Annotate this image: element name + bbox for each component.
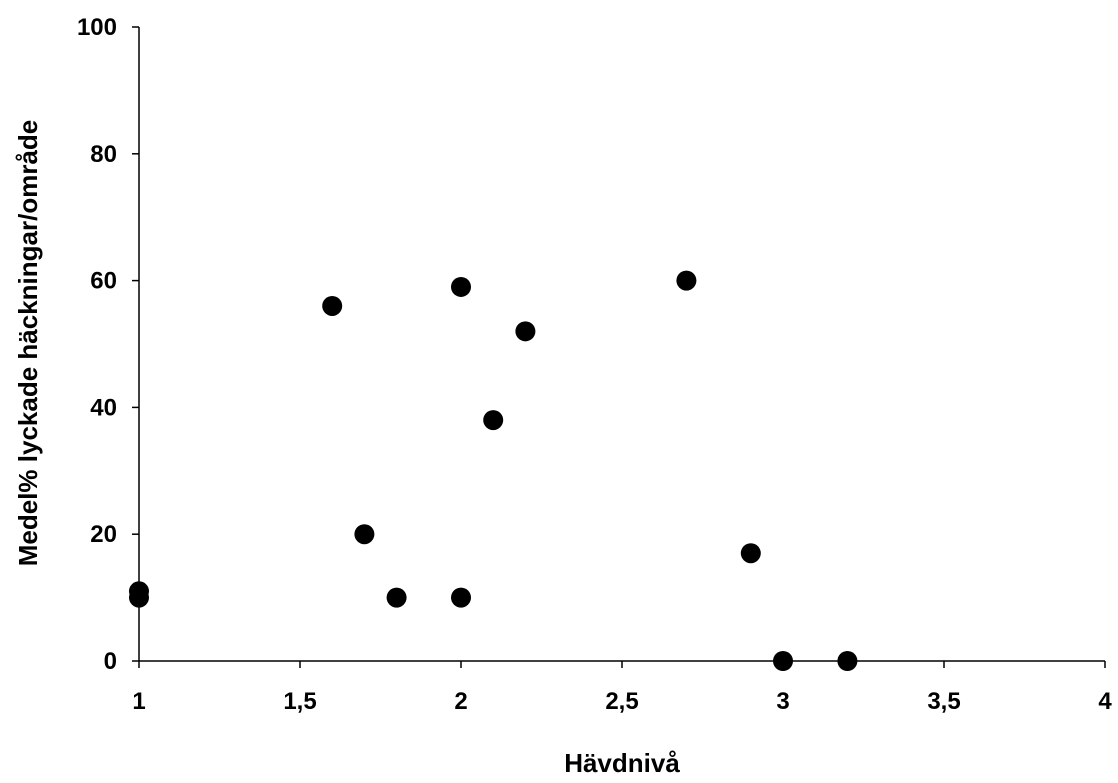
data-point (322, 295, 343, 316)
y-axis-title: Medel% lyckade häckningar/område (13, 120, 43, 567)
y-tick-label: 80 (90, 141, 117, 168)
data-point (451, 587, 471, 608)
x-tick-label: 2,5 (605, 688, 638, 715)
x-axis-title: Hävdnivå (564, 748, 680, 778)
data-point (483, 410, 504, 431)
data-point (837, 651, 858, 671)
axes (138, 27, 1105, 662)
data-point (129, 587, 149, 608)
data-point (773, 651, 793, 671)
y-tick-label: 0 (104, 648, 117, 675)
tick-marks (132, 26, 1106, 668)
x-tick-label: 1 (132, 688, 145, 715)
x-tick-label: 4 (1098, 688, 1112, 715)
data-point (676, 270, 697, 291)
y-tick-label: 40 (90, 394, 117, 421)
data-point (386, 587, 407, 608)
y-tick-label: 60 (90, 268, 117, 295)
x-tick-label: 3,5 (927, 688, 960, 715)
x-tick-label: 2 (454, 688, 467, 715)
data-points (129, 270, 858, 671)
data-point (354, 524, 375, 545)
tick-labels: 0 20 40 60 80 100 1 1,5 2 2,5 3 3,5 4 (77, 14, 1112, 715)
x-tick-label: 1,5 (283, 688, 316, 715)
data-point (740, 543, 761, 564)
data-point (515, 321, 536, 342)
y-tick-label: 100 (77, 14, 117, 41)
data-point (451, 276, 471, 297)
y-tick-label: 20 (90, 521, 117, 548)
x-tick-label: 3 (776, 688, 789, 715)
